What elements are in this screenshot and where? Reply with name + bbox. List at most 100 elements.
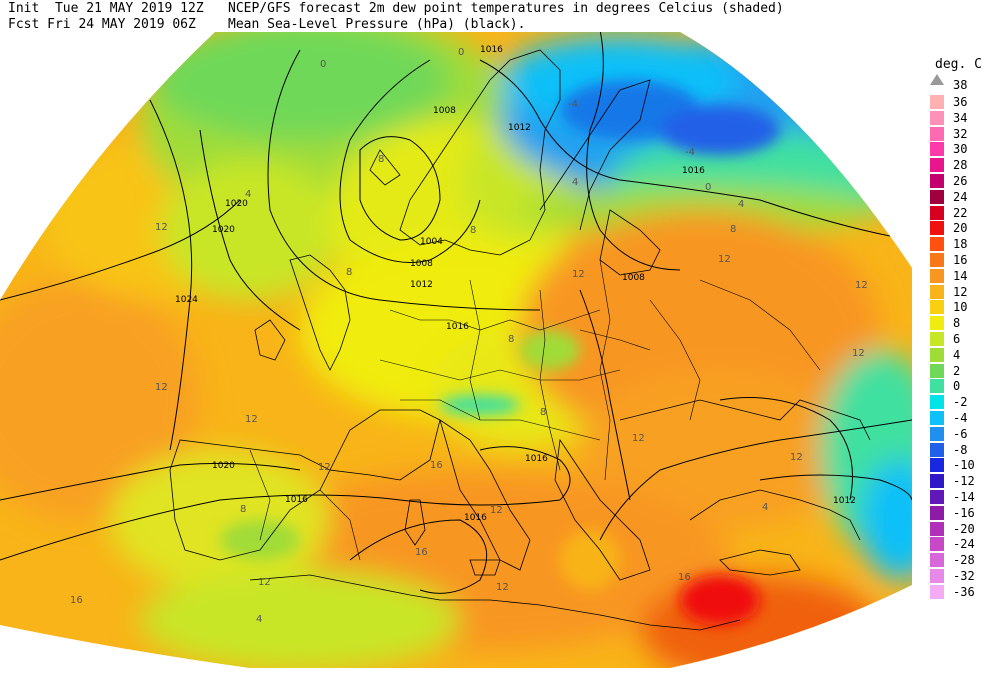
legend-label: 2 [953,363,961,378]
isobar-label: 1012 [833,496,856,506]
legend-swatch [930,474,944,489]
coastlines [169,49,871,631]
legend-label: -32 [953,569,975,583]
temp-label: 16 [678,572,691,583]
title-line-2: Mean Sea-Level Pressure (hPa) (black). [228,17,526,32]
legend-swatch [930,189,944,204]
temp-label: 16 [415,547,428,558]
isobar-label: 1008 [433,106,456,116]
legend-swatch [930,379,944,394]
isobar-label: 1020 [225,199,248,209]
temp-label: 12 [790,452,803,463]
legend-swatch [930,363,944,378]
isobar-label: 1016 [285,495,308,505]
isobar-label: 1008 [410,259,433,269]
legend-swatch [930,110,944,125]
isobar-label: 1012 [508,123,531,133]
legend-swatch [930,442,944,457]
temp-label: 8 [730,224,736,235]
temp-label: 8 [508,334,514,345]
legend-swatch [930,537,944,552]
isobars [0,32,912,594]
temp-label: 4 [256,614,262,625]
legend-swatch [930,490,944,504]
temp-label: 16 [70,595,83,606]
legend-label: 32 [953,126,968,141]
temp-label: 8 [240,504,246,515]
temp-label: 4 [572,177,578,188]
isobar-labels: 1016 1012 1008 1016 1020 1020 1004 1008 … [175,45,856,523]
legend-swatch [930,505,944,520]
legend-swatch [930,316,944,331]
temp-label: 12 [245,414,258,425]
country-borders [249,259,821,561]
isobar-label: 1004 [420,237,443,247]
temp-label: 12 [718,254,731,265]
legend-label: -28 [953,553,975,568]
legend-label: -6 [953,426,968,441]
isobar-label: 1016 [446,322,469,332]
legend-swatch [930,521,944,536]
temp-label: 12 [258,577,271,588]
legend-label: 28 [953,158,968,173]
legend-label: 14 [953,268,968,283]
temp-label: 8 [346,267,352,278]
temp-label: 4 [762,502,768,513]
temp-label: 12 [155,222,168,233]
legend-swatch [930,237,944,252]
legend-label: 26 [953,174,968,188]
temp-label: 8 [540,407,546,418]
legend-swatch [930,253,944,267]
legend-label: 34 [953,110,968,125]
isobar-label: 1008 [622,273,645,283]
isobar-label: 1016 [464,513,487,523]
legend-label: 6 [953,332,961,346]
map-title: NCEP/GFS forecast 2m dew point temperatu… [228,1,784,33]
forecast-time: Fcst Fri 24 MAY 2019 06Z [8,17,196,32]
legend-label: 36 [953,95,968,109]
legend-swatch [930,426,944,441]
legend-swatch [930,569,944,583]
title-line-1: NCEP/GFS forecast 2m dew point temperatu… [228,1,784,16]
legend-label: -12 [953,474,975,489]
legend-label: 22 [953,205,968,220]
legend-label: -24 [953,537,975,552]
legend-swatch [930,205,944,220]
temp-label: 12 [496,582,509,593]
legend-swatch [930,584,944,599]
legend-swatch [930,395,944,410]
legend-swatch [930,458,944,473]
temp-label: -4 [685,147,695,158]
legend-label: -14 [953,490,975,504]
dew-point-map: 1016 1012 1008 1016 1020 1020 1004 1008 … [0,32,912,668]
legend-label: 10 [953,300,968,315]
isobar-label: 1020 [212,461,235,471]
legend-max-label: 38 [953,78,968,92]
isobar-label: 1012 [410,280,433,290]
legend-swatch [930,332,944,346]
legend-label: -10 [953,458,975,473]
legend-swatch [930,268,944,283]
legend-label: 4 [953,347,961,362]
temperature-labels: 0 0 -4 -4 0 4 8 8 4 4 8 12 12 12 12 12 8… [70,47,868,625]
legend-label: 24 [953,189,968,204]
temp-label: 12 [632,433,645,444]
temp-label: 12 [490,505,503,516]
legend-swatch [930,158,944,173]
legend-swatch [930,553,944,568]
temp-label: 12 [855,280,868,291]
legend-label: -8 [953,442,968,457]
temp-label: 0 [705,182,711,193]
legend-label: -20 [953,521,975,536]
legend-label: 8 [953,316,961,331]
init-time: Init Tue 21 MAY 2019 12Z [8,1,204,16]
temp-label: 0 [458,47,464,58]
legend-units: deg. C [935,57,982,72]
legend-label: -4 [953,411,968,425]
legend-swatch [930,126,944,141]
isobar-label: 1016 [682,166,705,176]
shaded-field: 1016 1012 1008 1016 1020 1020 1004 1008 … [0,32,912,668]
temp-label: 12 [852,348,865,359]
legend-label: 18 [953,237,968,252]
run-info: Init Tue 21 MAY 2019 12Z Fcst Fri 24 MAY… [8,1,204,33]
